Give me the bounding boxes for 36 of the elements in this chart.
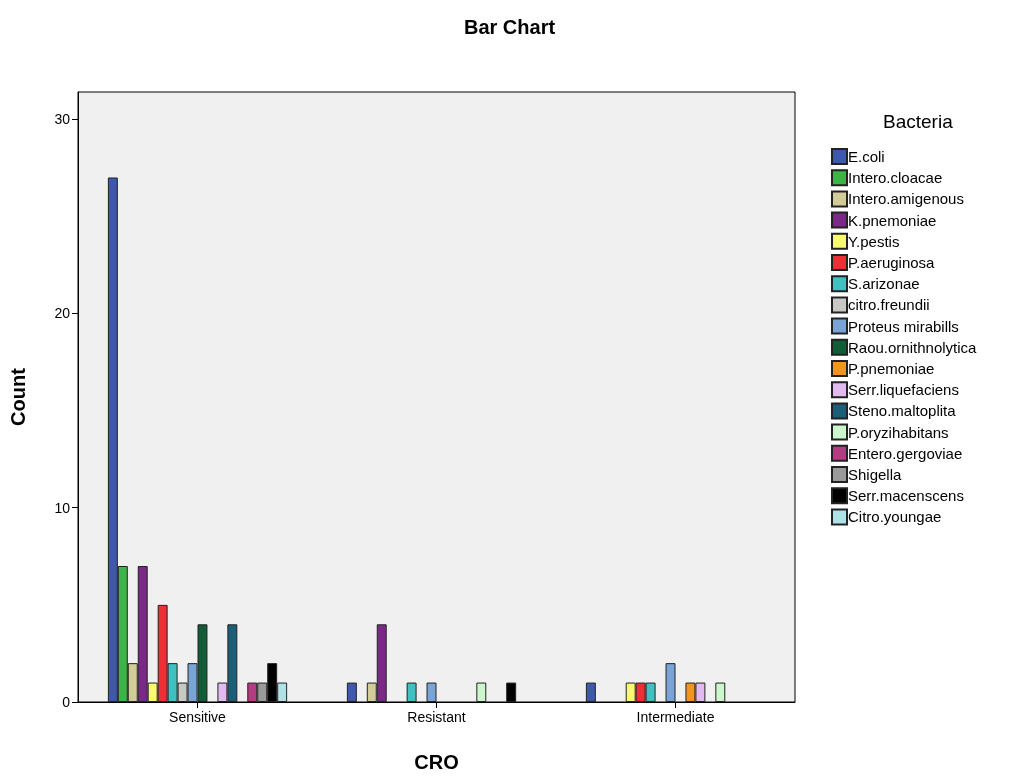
legend-label: S.arizonae — [848, 275, 920, 293]
chart-title: Bar Chart — [463, 16, 556, 38]
legend-title: Bacteria — [883, 111, 954, 132]
legend-label: Entero.gergoviae — [848, 444, 963, 462]
legend-label: Shigella — [848, 466, 903, 483]
legend-label: Raou.ornithnolytica — [848, 338, 978, 356]
legend-label: E.coli — [848, 148, 885, 165]
legend-label: Intero.amigenous — [848, 190, 964, 208]
x-axis-title: CRO — [414, 751, 459, 773]
y-tick-label: 20 — [54, 305, 71, 322]
x-tick-label: Intermediate — [636, 709, 715, 725]
y-axis-title: Count — [7, 367, 29, 426]
legend-label: Proteus mirabills — [848, 317, 959, 335]
legend-label: P.aeruginosa — [848, 254, 936, 271]
y-tick-label: 0 — [62, 694, 71, 710]
bar — [476, 682, 487, 702]
legend-label: Serr.macenscens — [848, 487, 964, 505]
legend-label: citro.freundii — [848, 296, 930, 314]
bar — [585, 682, 596, 702]
bar — [406, 682, 417, 702]
legend-label: Citro.youngae — [848, 508, 942, 526]
bar — [665, 663, 676, 702]
legend-label: P.pnemoniae — [848, 360, 935, 377]
x-tick-label: Sensitive — [169, 709, 227, 725]
bar — [426, 682, 437, 702]
bar — [715, 682, 726, 702]
legend-label: Steno.maltoplita — [848, 402, 957, 420]
legend-label: K.pnemoniae — [848, 211, 937, 229]
bar — [346, 682, 357, 702]
legend-label: P.oryzihabitans — [848, 423, 949, 441]
y-tick-label: 30 — [54, 111, 71, 128]
x-tick-label: Resistant — [407, 709, 466, 725]
legend-label: Intero.cloacae — [848, 169, 943, 187]
y-tick-label: 10 — [54, 499, 71, 516]
legend-label: Y.pestis — [848, 232, 900, 250]
legend-label: Serr.liquefaciens — [848, 381, 959, 399]
